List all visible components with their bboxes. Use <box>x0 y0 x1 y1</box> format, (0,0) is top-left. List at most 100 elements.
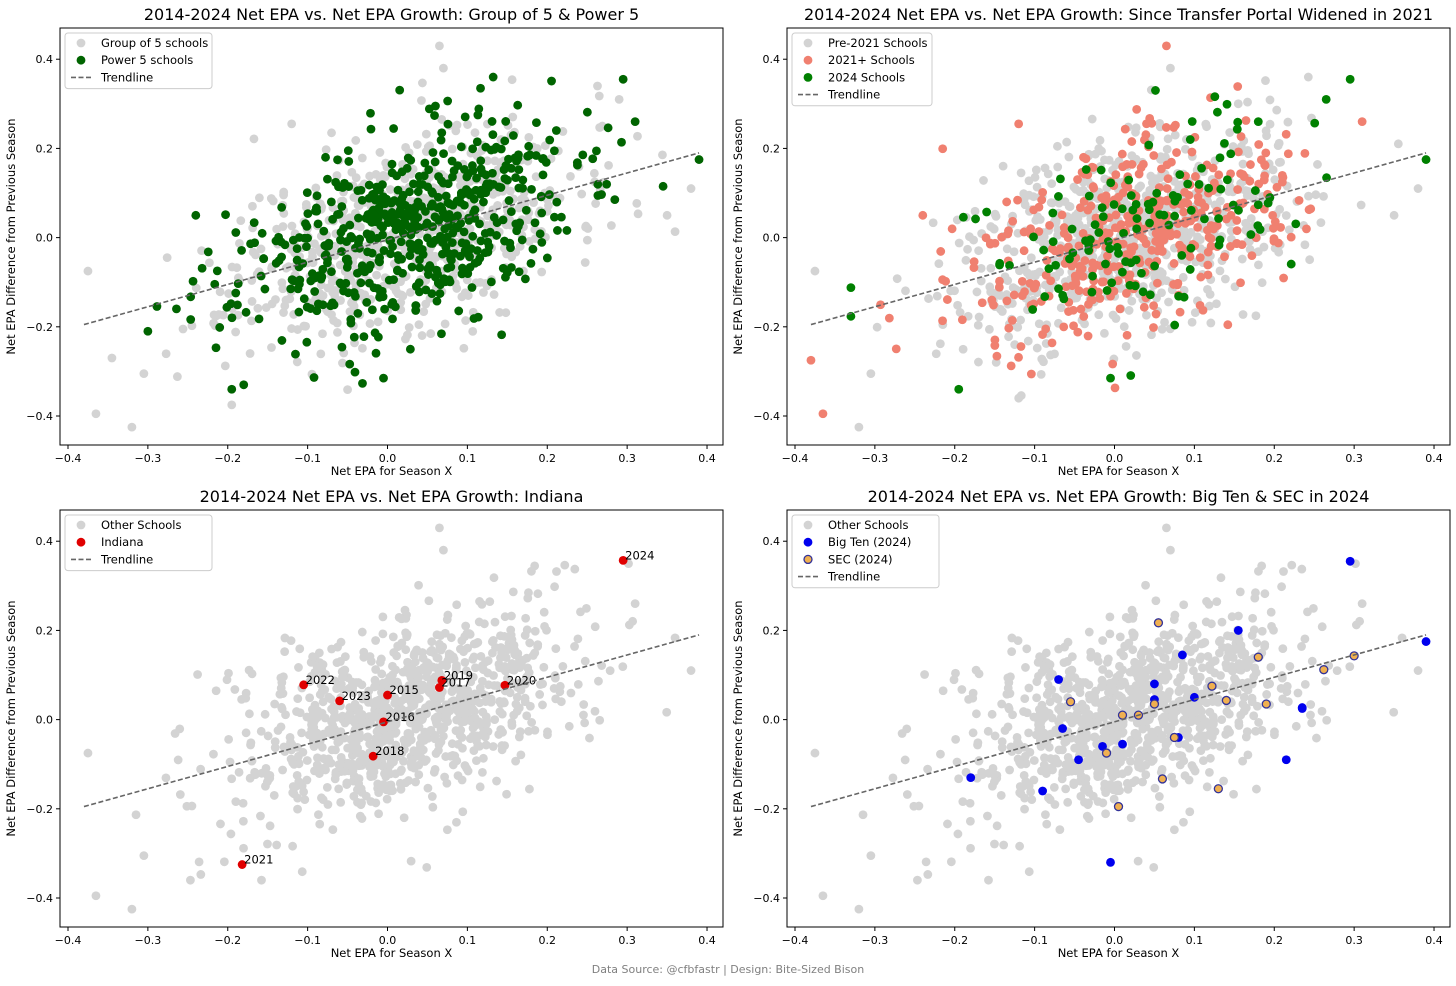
point-other-schools <box>1175 760 1185 770</box>
point-other-schools <box>507 721 517 730</box>
point-other-schools <box>990 839 999 849</box>
point-power-5-schools <box>455 251 465 261</box>
point-other-schools <box>219 857 229 867</box>
point-group-of-5-schools <box>544 201 553 210</box>
point-other-schools <box>406 856 416 866</box>
point-pre-2021-schools <box>1268 165 1278 175</box>
point-power-5-schools <box>437 329 446 339</box>
point-power-5-schools <box>323 258 332 268</box>
point-pre-2021-schools <box>984 324 994 334</box>
point-other-schools <box>984 875 993 885</box>
point-other-schools <box>1047 763 1057 773</box>
point-other-schools <box>1201 617 1211 627</box>
point-group-of-5-schools <box>236 216 246 226</box>
point-group-of-5-schools <box>447 144 457 154</box>
point-2021-schools <box>1198 305 1208 315</box>
point-group-of-5-schools <box>292 357 302 367</box>
point-other-schools <box>293 804 302 814</box>
point-big-ten-2024 <box>1297 704 1307 713</box>
point-other-schools <box>1254 566 1263 576</box>
point-2021-schools <box>1141 239 1151 249</box>
point-group-of-5-schools <box>505 186 515 196</box>
point-big-ten-2024 <box>966 773 976 782</box>
point-2024-schools <box>1253 200 1263 210</box>
point-other-schools <box>1149 862 1159 872</box>
points-layer <box>806 41 1431 432</box>
point-2021-schools <box>1067 281 1077 291</box>
point-other-schools <box>858 810 868 820</box>
point-power-5-schools <box>313 299 323 309</box>
point-power-5-schools <box>227 313 237 323</box>
point-other-schools <box>497 745 507 755</box>
point-other-schools <box>1252 784 1261 794</box>
point-other-schools <box>1169 825 1179 835</box>
x-tick-label: −0.2 <box>214 934 241 947</box>
point-2021-schools <box>1111 210 1121 220</box>
point-power-5-schools <box>303 209 313 219</box>
point-pre-2021-schools <box>1170 130 1180 140</box>
point-other-schools <box>488 742 498 751</box>
point-other-schools <box>463 766 473 776</box>
point-big-ten-2024 <box>1058 724 1067 733</box>
point-2021-schools <box>1057 210 1067 220</box>
point-power-5-schools <box>233 279 243 289</box>
point-pre-2021-schools <box>973 320 983 330</box>
point-other-schools <box>421 755 431 765</box>
point-2021-schools <box>987 295 997 305</box>
point-power-5-schools <box>384 275 394 285</box>
point-pre-2021-schools <box>1413 184 1423 193</box>
point-other-schools <box>439 545 448 555</box>
point-power-5-schools <box>420 158 430 168</box>
point-other-schools <box>1145 713 1155 723</box>
point-power-5-schools <box>310 287 320 296</box>
point-other-schools <box>1130 738 1140 747</box>
point-2021-schools <box>1099 277 1109 287</box>
point-group-of-5-schools <box>355 222 365 232</box>
point-power-5-schools <box>518 175 528 185</box>
point-power-5-schools <box>334 182 343 192</box>
point-power-5-schools <box>476 236 486 246</box>
point-power-5-schools <box>393 266 402 276</box>
point-group-of-5-schools <box>417 331 427 340</box>
legend-marker-sec-2024 <box>803 554 813 565</box>
data-label: 2019 <box>444 668 473 682</box>
point-other-schools <box>618 662 628 672</box>
point-pre-2021-schools <box>1111 314 1121 323</box>
point-power-5-schools <box>488 72 498 82</box>
point-power-5-schools <box>462 172 472 182</box>
point-group-of-5-schools <box>247 297 257 306</box>
point-group-of-5-schools <box>373 317 383 327</box>
point-power-5-schools <box>506 163 516 173</box>
point-pre-2021-schools <box>1056 303 1066 313</box>
point-other-schools <box>270 737 280 747</box>
point-other-schools <box>1217 617 1227 627</box>
point-other-schools <box>469 639 479 649</box>
point-power-5-schools <box>302 302 312 312</box>
legend-marker-2021-schools <box>803 55 813 65</box>
point-pre-2021-schools <box>1002 244 1012 254</box>
point-other-schools <box>429 767 439 777</box>
point-2021-schools <box>1179 207 1189 217</box>
point-group-of-5-schools <box>224 289 234 298</box>
point-2024-schools <box>1124 175 1134 185</box>
point-power-5-schools <box>337 202 347 211</box>
point-2024-schools <box>1186 243 1196 253</box>
point-pre-2021-schools <box>1220 274 1230 284</box>
point-power-5-schools <box>379 246 389 255</box>
point-other-schools <box>1154 792 1164 801</box>
point-2024-schools <box>1058 290 1068 300</box>
point-power-5-schools <box>191 210 201 220</box>
y-axis-label: Net EPA Difference from Previous Season <box>4 600 18 836</box>
point-other-schools <box>1215 636 1225 645</box>
point-2021-schools <box>1162 184 1172 193</box>
point-2021-schools <box>1069 321 1078 331</box>
point-power-5-schools <box>333 155 342 165</box>
point-power-5-schools <box>476 156 486 166</box>
point-other-schools <box>1071 715 1081 725</box>
point-power-5-schools <box>444 199 454 209</box>
point-2024-schools <box>1107 278 1117 288</box>
point-other-schools <box>489 681 499 690</box>
point-pre-2021-schools <box>996 304 1005 314</box>
point-other-schools <box>318 795 328 805</box>
point-other-schools <box>257 875 266 885</box>
